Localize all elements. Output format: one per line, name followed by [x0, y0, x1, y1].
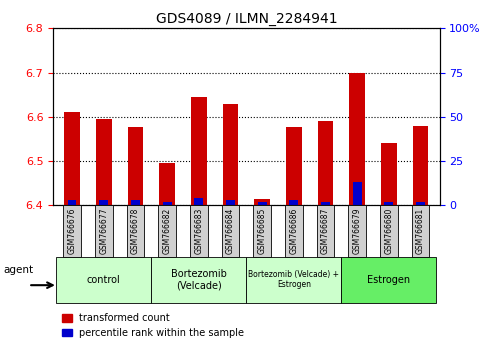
Bar	[96, 119, 112, 205]
Text: GSM766676: GSM766676	[68, 208, 77, 254]
Bar	[318, 121, 333, 205]
Bar	[381, 143, 397, 205]
Text: Bortezomib (Velcade) +
Estrogen: Bortezomib (Velcade) + Estrogen	[248, 270, 340, 289]
Bar	[321, 202, 330, 205]
Text: GSM766681: GSM766681	[416, 208, 425, 254]
Text: GSM766680: GSM766680	[384, 208, 393, 254]
FancyBboxPatch shape	[341, 257, 436, 303]
Bar	[286, 127, 302, 205]
Bar	[226, 200, 235, 205]
Bar	[191, 97, 207, 205]
FancyBboxPatch shape	[317, 205, 334, 257]
Bar	[412, 126, 428, 205]
Bar	[99, 200, 108, 205]
Bar	[159, 163, 175, 205]
FancyBboxPatch shape	[190, 205, 208, 257]
Text: control: control	[87, 275, 121, 285]
Bar	[128, 127, 143, 205]
Bar	[68, 200, 76, 205]
Bar	[64, 113, 80, 205]
FancyBboxPatch shape	[222, 205, 240, 257]
Bar	[195, 198, 203, 205]
Title: GDS4089 / ILMN_2284941: GDS4089 / ILMN_2284941	[156, 12, 337, 26]
FancyBboxPatch shape	[57, 257, 151, 303]
Bar	[416, 202, 425, 205]
Bar	[384, 202, 393, 205]
Text: GSM766686: GSM766686	[289, 208, 298, 254]
Text: Estrogen: Estrogen	[367, 275, 411, 285]
Bar	[349, 73, 365, 205]
FancyBboxPatch shape	[285, 205, 303, 257]
Text: GSM766679: GSM766679	[353, 208, 362, 254]
FancyBboxPatch shape	[63, 205, 81, 257]
Text: GSM766684: GSM766684	[226, 208, 235, 254]
Text: GSM766687: GSM766687	[321, 208, 330, 254]
Text: agent: agent	[3, 264, 33, 275]
Text: GSM766678: GSM766678	[131, 208, 140, 254]
FancyBboxPatch shape	[158, 205, 176, 257]
Text: GSM766683: GSM766683	[194, 208, 203, 254]
FancyBboxPatch shape	[127, 205, 144, 257]
FancyBboxPatch shape	[253, 205, 271, 257]
Text: GSM766682: GSM766682	[163, 208, 171, 254]
FancyBboxPatch shape	[380, 205, 398, 257]
Bar	[254, 199, 270, 205]
Text: GSM766677: GSM766677	[99, 208, 108, 254]
Bar	[353, 182, 362, 205]
FancyBboxPatch shape	[95, 205, 113, 257]
Legend: transformed count, percentile rank within the sample: transformed count, percentile rank withi…	[58, 309, 248, 342]
Bar	[223, 104, 239, 205]
Bar	[258, 202, 267, 205]
FancyBboxPatch shape	[412, 205, 429, 257]
Text: Bortezomib
(Velcade): Bortezomib (Velcade)	[171, 269, 227, 291]
Text: GSM766685: GSM766685	[257, 208, 267, 254]
FancyBboxPatch shape	[246, 257, 341, 303]
Bar	[163, 202, 171, 205]
FancyBboxPatch shape	[151, 257, 246, 303]
Bar	[131, 200, 140, 205]
FancyBboxPatch shape	[348, 205, 366, 257]
Bar	[289, 200, 298, 205]
